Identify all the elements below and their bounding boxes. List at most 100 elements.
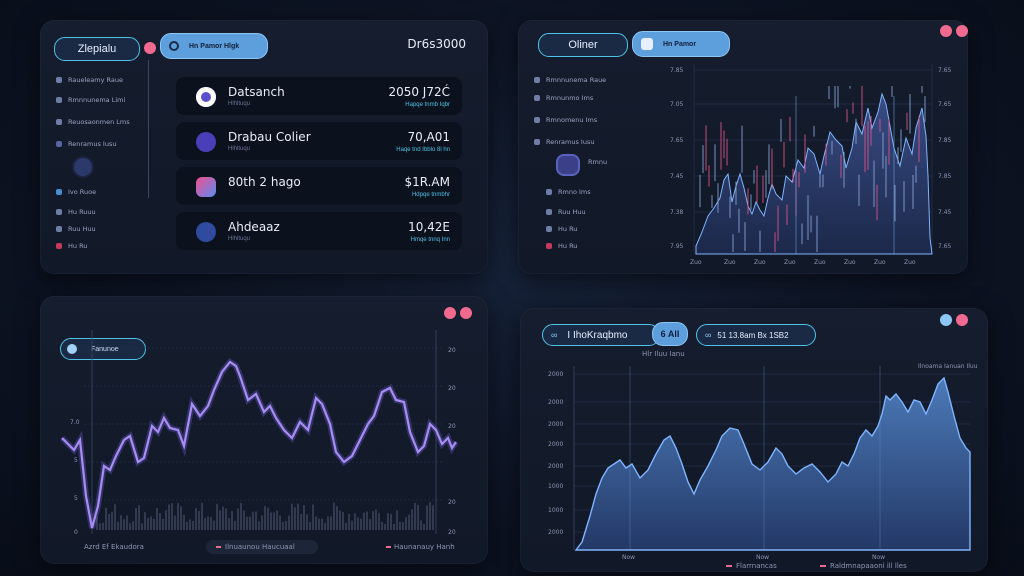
volume-bar — [246, 516, 248, 530]
notification-dot[interactable] — [144, 42, 156, 54]
sidebar-item[interactable]: Ruu Huu — [56, 225, 96, 233]
volume-bar — [123, 519, 125, 530]
legend-a-label: Flarrnancas — [736, 562, 777, 570]
sidebar-item[interactable]: Rmnnunema Raue — [534, 76, 606, 84]
asset-sub: Hlhltuqu — [228, 101, 251, 107]
y-tick: 2000 — [548, 421, 563, 428]
tag-icon — [56, 243, 62, 249]
volume-bar — [231, 511, 233, 530]
sidebar-item[interactable]: Rmnunmo Ims — [534, 94, 593, 102]
sidebar-item[interactable]: Rmno Ims — [546, 188, 591, 196]
badge-pill[interactable]: 6 All — [652, 322, 688, 346]
sidebar-item[interactable]: Rmnu — [588, 158, 608, 166]
sidebar-item[interactable]: Ivo Ruoe — [56, 188, 96, 196]
asset-logo-icon — [196, 132, 216, 152]
search-bar[interactable]: Hn Pamor — [632, 31, 730, 57]
sidebar-item[interactable]: Rmnnunema Limi — [56, 96, 125, 104]
search-bar[interactable]: Hn Pamor Hlgk — [160, 33, 268, 59]
close-dot[interactable] — [444, 307, 456, 319]
y-tick-left: 7.85 — [670, 67, 684, 74]
sidebar-item[interactable]: Raueleamy Raue — [56, 76, 123, 84]
asset-change: Hapqe tnmb Iqbr — [405, 102, 450, 108]
badge-label: 6 All — [660, 329, 680, 339]
volume-bar — [432, 505, 434, 530]
sidebar-avatar[interactable] — [558, 156, 578, 174]
volume-bar — [153, 518, 155, 530]
asset-card[interactable]: Datsanch Hlhltuqu 2050 J72Ć Hapqe tnmb I… — [176, 77, 462, 115]
volume-bar — [204, 517, 206, 530]
minimize-dot[interactable] — [956, 25, 968, 37]
area-panel: ∞ I IhoKraqbmo 6 All ∞ 51 13.8am Bx 1SB2… — [520, 308, 988, 572]
asset-card[interactable]: Ahdeaaz Hlhltuqu 10,42E Hmqe tnnq Inn — [176, 212, 462, 250]
volume-bar — [339, 510, 341, 530]
sidebar-item[interactable]: Ruu Huu — [546, 208, 586, 216]
volume-bar — [417, 504, 419, 530]
sidebar-avatar[interactable] — [74, 158, 92, 176]
minimize-dot[interactable] — [460, 307, 472, 319]
link-icon — [546, 209, 552, 215]
y-tick-left: 7.38 — [670, 209, 684, 216]
sidebar-item[interactable]: Hu Ru — [546, 225, 577, 233]
volume-bar — [312, 504, 314, 530]
sidebar-item[interactable]: Reuosaonmen Lms — [56, 118, 130, 126]
search-label: Hn Pamor Hlgk — [189, 42, 240, 50]
sidebar-item[interactable]: Renramus Iusu — [56, 140, 116, 148]
volume-bar — [240, 502, 242, 530]
y-tick-left: 7.65 — [670, 137, 684, 144]
volume-bar — [282, 522, 284, 530]
sidebar-item[interactable]: Hu Ru — [546, 242, 577, 250]
volume-bar — [351, 520, 353, 530]
area-title-pill[interactable]: ∞ I IhoKraqbmo — [542, 324, 660, 346]
asset-change: Hdpqe tnmbhr — [411, 192, 450, 198]
footer-mid-pill[interactable]: Ilnuaunou Haucuaal — [206, 540, 318, 554]
volume-bar — [255, 511, 257, 530]
volume-bar — [222, 506, 224, 530]
y-tick-left: 5 — [74, 495, 78, 502]
asset-name: 80th 2 hago — [228, 175, 301, 189]
volume-bar — [306, 514, 308, 530]
close-dot[interactable] — [956, 314, 968, 326]
volume-bar — [315, 516, 317, 530]
panel-title-pill[interactable]: Oliner — [538, 33, 628, 57]
sidebar-item[interactable]: Rmnomenu Ims — [534, 116, 597, 124]
sidebar-item[interactable]: Hu Ruuu — [56, 208, 96, 216]
footer-left-label: Azrd Ef Ekaudora — [84, 543, 144, 551]
y-tick-left: 7.05 — [670, 101, 684, 108]
asset-card[interactable]: Drabau Colier Hlhltuqu 70,A01 Haqe tnd I… — [176, 122, 462, 160]
volume-bar — [387, 513, 389, 530]
y-tick: 2000 — [548, 399, 563, 406]
info-dot[interactable] — [940, 314, 952, 326]
x-tick: Zuo — [754, 259, 766, 266]
volume-bar — [207, 516, 209, 530]
sidebar-item[interactable]: Renramus Iusu — [534, 138, 594, 146]
area-chart: 2000 2000 2000 2000 2000 1000 1000 2000 … — [548, 363, 978, 561]
volume-bar — [303, 504, 305, 530]
app-title-pill[interactable]: Zlepialu — [54, 37, 140, 61]
volume-bar — [399, 521, 401, 530]
volume-bar — [348, 513, 350, 530]
sidebar-item[interactable]: Hu Ru — [56, 242, 87, 250]
asset-card[interactable]: 80th 2 hago $1R.AM Hdpqe tnmbhr — [176, 167, 462, 205]
volume-bar — [138, 505, 140, 530]
volume-bar — [243, 510, 245, 530]
stat-pill[interactable]: ∞ 51 13.8am Bx 1SB2 — [696, 324, 816, 346]
volume-bar — [372, 511, 374, 530]
volume-bar — [369, 519, 371, 530]
volume-bar — [378, 513, 380, 530]
x-tick: Zuo — [904, 259, 916, 266]
asset-value: 10,42E — [408, 220, 450, 234]
volume-bar — [162, 518, 164, 530]
volume-bar — [345, 522, 347, 530]
x-tick: Zuo — [814, 259, 826, 266]
x-tick: Zuo — [724, 259, 736, 266]
volume-bar — [396, 510, 398, 530]
volume-bar — [105, 507, 107, 530]
volume-bar — [327, 516, 329, 530]
legend-pill[interactable]: Fanunoe — [60, 338, 146, 360]
balance-value: Dr6s3000 — [407, 37, 466, 51]
asset-value: 70,A01 — [407, 130, 450, 144]
volume-bar — [324, 522, 326, 530]
x-tick: Zuo — [690, 259, 702, 266]
close-dot[interactable] — [940, 25, 952, 37]
link-icon — [546, 226, 552, 232]
